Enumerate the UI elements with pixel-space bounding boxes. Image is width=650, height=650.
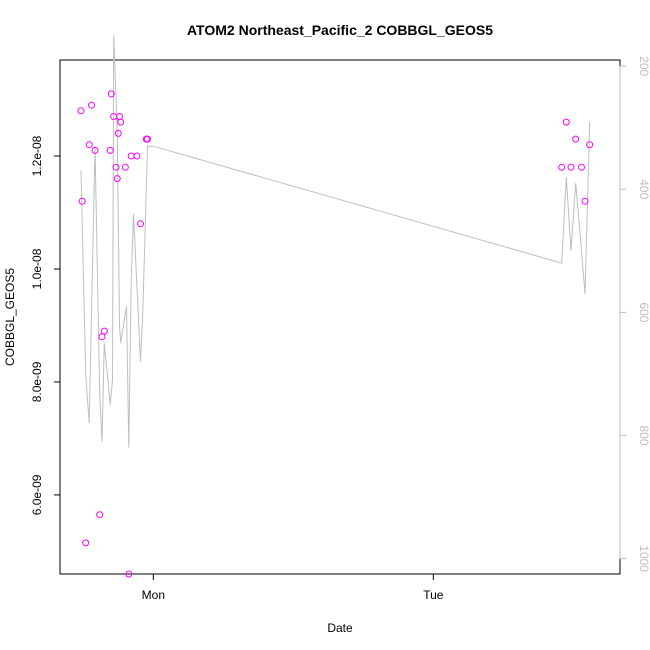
- data-point: [113, 175, 121, 183]
- y2-tick-label: 800: [637, 425, 650, 445]
- data-point: [578, 163, 585, 171]
- data-point: [114, 129, 122, 137]
- data-point: [106, 146, 114, 154]
- data-point: [137, 220, 144, 228]
- y2-tick-label: 1000: [637, 545, 650, 572]
- data-point: [91, 146, 99, 154]
- x-axis-label: Date: [327, 621, 353, 635]
- y-tick-label: 6.0e-09: [30, 474, 44, 515]
- data-point: [581, 197, 589, 205]
- data-point: [77, 107, 85, 115]
- y-axis-label: COBBGL_GEOS5: [3, 268, 17, 366]
- data-point: [586, 141, 594, 149]
- data-point: [117, 118, 125, 126]
- y2-axis: 200 400 600 800 1000: [619, 56, 650, 572]
- points-layer: [77, 90, 594, 578]
- y-tick-label: 1.2e-08: [30, 135, 44, 176]
- data-point: [558, 163, 566, 171]
- y-axis: 6.0e-09 8.0e-09 1.0e-08 1.2e-08: [30, 135, 61, 515]
- data-point: [562, 118, 570, 126]
- data-point: [88, 101, 95, 109]
- data-point: [96, 511, 104, 519]
- y2-tick-label: 400: [637, 179, 650, 199]
- y2-tick-label: 600: [637, 302, 650, 322]
- line-layer: [80, 35, 591, 448]
- data-point: [82, 539, 90, 547]
- data-point: [125, 570, 133, 578]
- x-tick-label: Mon: [142, 588, 165, 602]
- data-point: [127, 152, 135, 160]
- data-point: [116, 113, 123, 120]
- data-point: [85, 141, 93, 149]
- data-point: [98, 333, 106, 341]
- data-point: [112, 163, 120, 171]
- y-tick-label: 8.0e-09: [30, 361, 44, 402]
- x-tick-label: Tue: [423, 588, 444, 602]
- data-point: [133, 152, 141, 160]
- x-axis: Mon Tue: [142, 573, 444, 602]
- y2-tick-label: 200: [637, 56, 650, 76]
- data-point: [144, 135, 151, 143]
- data-point: [107, 90, 115, 98]
- data-point: [100, 327, 108, 335]
- data-point: [78, 197, 86, 205]
- data-point: [572, 135, 580, 143]
- data-point: [567, 163, 575, 171]
- data-point: [121, 163, 129, 171]
- y-tick-label: 1.0e-08: [30, 248, 44, 289]
- series-line: [80, 35, 591, 448]
- chart-title: ATOM2 Northeast_Pacific_2 COBBGL_GEOS5: [187, 22, 493, 38]
